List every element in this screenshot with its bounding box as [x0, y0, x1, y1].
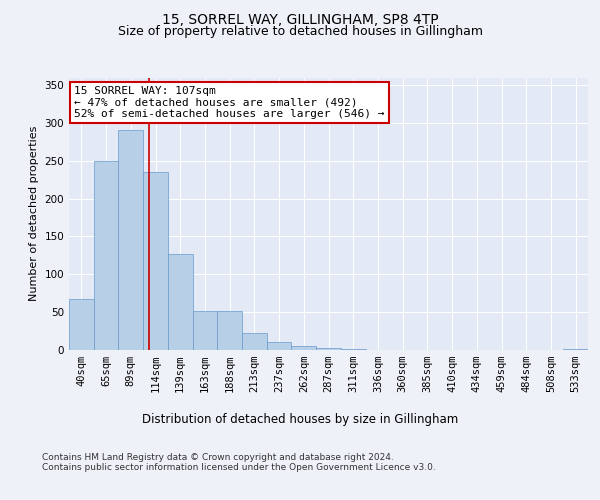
Bar	[267, 342, 292, 350]
Text: Size of property relative to detached houses in Gillingham: Size of property relative to detached ho…	[118, 25, 482, 38]
Text: Contains HM Land Registry data © Crown copyright and database right 2024.
Contai: Contains HM Land Registry data © Crown c…	[42, 452, 436, 472]
Bar	[563, 349, 588, 350]
Bar	[217, 310, 242, 350]
Y-axis label: Number of detached properties: Number of detached properties	[29, 126, 39, 302]
Bar	[292, 346, 316, 350]
Bar	[118, 130, 143, 350]
Bar	[69, 298, 94, 350]
Bar	[341, 349, 365, 350]
Bar	[168, 254, 193, 350]
Bar	[143, 172, 168, 350]
Text: 15, SORREL WAY, GILLINGHAM, SP8 4TP: 15, SORREL WAY, GILLINGHAM, SP8 4TP	[161, 12, 439, 26]
Bar	[193, 310, 217, 350]
Bar	[242, 334, 267, 350]
Text: Distribution of detached houses by size in Gillingham: Distribution of detached houses by size …	[142, 412, 458, 426]
Bar	[316, 348, 341, 350]
Text: 15 SORREL WAY: 107sqm
← 47% of detached houses are smaller (492)
52% of semi-det: 15 SORREL WAY: 107sqm ← 47% of detached …	[74, 86, 385, 119]
Bar	[94, 161, 118, 350]
